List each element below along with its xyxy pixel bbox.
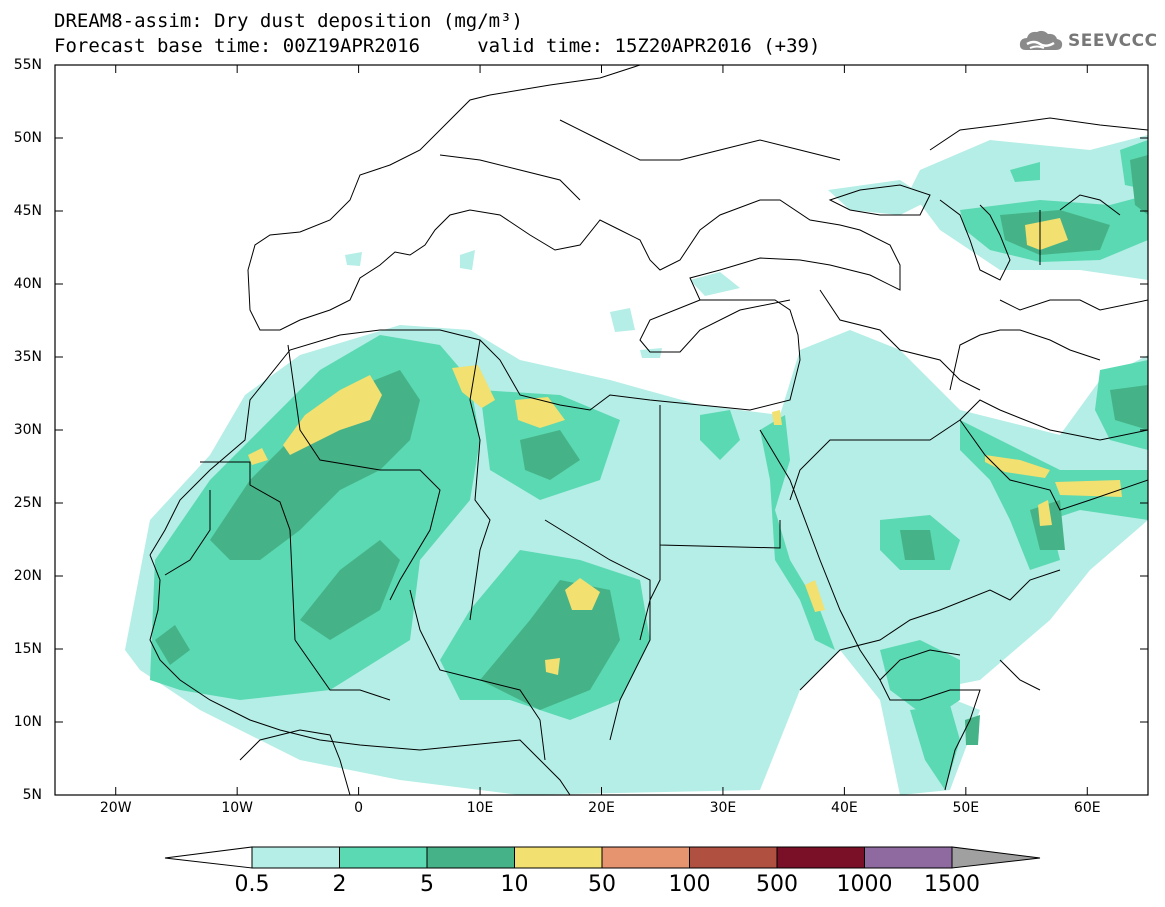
lat-label: 45N [13,203,42,219]
colorbar-over-arrow [951,846,1041,869]
colorbar-under-arrow [164,846,253,869]
lat-label: 20N [13,568,42,584]
longitude-ticks [115,65,1088,795]
forecast-time-subtitle: Forecast base time: 00Z19APR2016 valid t… [54,35,821,57]
lat-label: 10N [13,714,42,730]
lat-label: 55N [13,57,42,73]
colorbar-level-label: 5 [420,872,434,897]
dust-level-10-50-areas [248,218,1122,675]
colorbar-swatch [339,846,428,869]
lat-label: 50N [13,130,42,146]
lat-label: 5N [22,787,42,803]
colorbar-level-label: 2 [332,872,347,897]
lon-label: 10E [466,800,494,816]
colorbar-swatch [426,846,515,869]
seevccc-logo: SEEVCCC [1018,28,1158,54]
colorbar-swatch [689,846,778,869]
colorbar-level-label: 0.5 [234,872,270,897]
lon-label: 20W [99,800,132,816]
lat-label: 25N [13,495,42,511]
lat-label: 35N [13,349,42,365]
colorbar-level-label: 1000 [836,872,893,897]
map-title: DREAM8-assim: Dry dust deposition (mg/m³… [54,10,523,32]
coastlines-and-borders [149,65,1148,795]
lon-label: 20E [588,800,615,816]
lat-label: 40N [13,276,42,292]
lat-label: 30N [13,422,42,438]
logo-text: SEEVCCC [1068,31,1158,51]
colorbar-swatch [864,846,953,869]
lat-label: 15N [13,641,42,657]
colorbar-level-label: 10 [500,872,529,897]
colorbar-swatch [251,846,340,869]
lon-label: 60E [1073,800,1101,816]
latitude-ticks [55,64,1148,796]
colorbar [164,846,1041,869]
colorbar-swatch [601,846,690,869]
lon-label: 40E [831,800,858,816]
lon-label: 10W [221,800,253,816]
lon-label: 50E [952,800,980,816]
cloud-icon [1019,30,1063,50]
colorbar-level-label: 100 [668,872,711,897]
lon-label: 30E [709,800,737,816]
lon-label: 0 [354,800,364,816]
colorbar-swatch [514,846,603,869]
colorbar-level-label: 1500 [924,872,980,897]
colorbar-level-label: 500 [756,872,798,897]
colorbar-swatch [776,846,865,869]
colorbar-level-label: 50 [588,872,616,897]
